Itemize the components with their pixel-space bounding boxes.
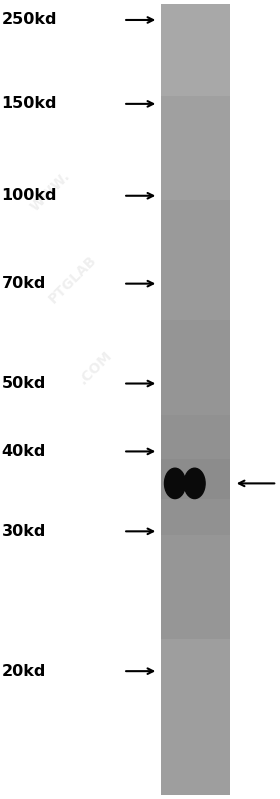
Bar (161, 499, 230, 535)
Bar (161, 415, 230, 459)
Text: 100kd: 100kd (1, 189, 57, 203)
Text: WWW.: WWW. (28, 169, 73, 214)
Text: 30kd: 30kd (1, 524, 46, 539)
Bar (161, 200, 230, 320)
Text: PTGLAB: PTGLAB (46, 253, 99, 306)
Text: 20kd: 20kd (1, 664, 46, 678)
Text: 70kd: 70kd (1, 276, 46, 291)
Bar (161, 535, 230, 639)
Text: 250kd: 250kd (1, 13, 57, 27)
Ellipse shape (165, 468, 185, 499)
Bar (161, 4, 230, 96)
Text: 150kd: 150kd (1, 97, 57, 111)
Text: 40kd: 40kd (1, 444, 46, 459)
Ellipse shape (184, 468, 205, 499)
Bar (161, 320, 230, 415)
Bar (161, 96, 230, 200)
Bar (161, 459, 230, 499)
Text: .COM: .COM (76, 348, 115, 387)
Text: 50kd: 50kd (1, 376, 46, 391)
Bar (161, 639, 230, 795)
